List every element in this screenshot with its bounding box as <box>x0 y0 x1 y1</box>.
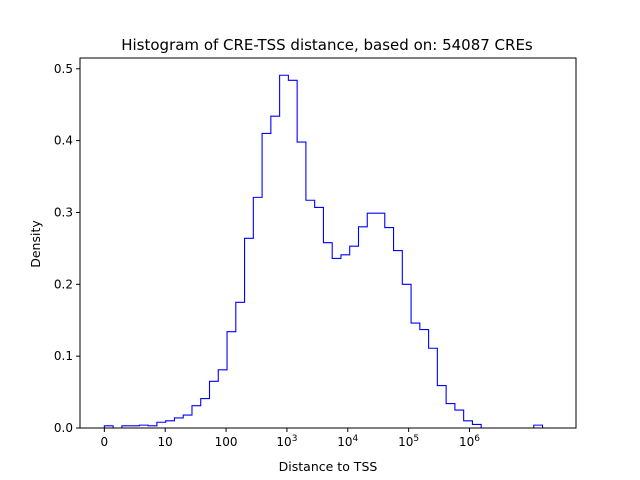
histogram-step-line <box>103 74 544 429</box>
y-tick-label: 0.2 <box>54 277 73 291</box>
x-axis-label: Distance to TSS <box>279 459 378 474</box>
x-tick-label: 0 <box>101 435 109 449</box>
plot-frame <box>79 57 577 429</box>
x-tick-label: 106 <box>459 434 480 449</box>
y-axis-label: Density <box>28 220 43 268</box>
y-tick-label: 0.1 <box>54 349 73 363</box>
x-tick-label: 10 <box>158 435 173 449</box>
x-tick-label: 100 <box>215 435 238 449</box>
chart-title: Histogram of CRE-TSS distance, based on:… <box>121 36 533 54</box>
plot-area: 0 10 100 103 104 105 106 0.0 0.1 0.2 0.3 0.4 0.5 <box>54 57 577 449</box>
x-tick-label: 103 <box>276 434 297 449</box>
y-tick-label: 0.4 <box>54 134 73 148</box>
y-tick-label: 0.5 <box>54 62 73 76</box>
y-tick-label: 0.0 <box>54 421 73 435</box>
y-tick-label: 0.3 <box>54 205 73 219</box>
x-tick-label: 104 <box>337 434 358 449</box>
x-tick-label: 105 <box>398 434 419 449</box>
